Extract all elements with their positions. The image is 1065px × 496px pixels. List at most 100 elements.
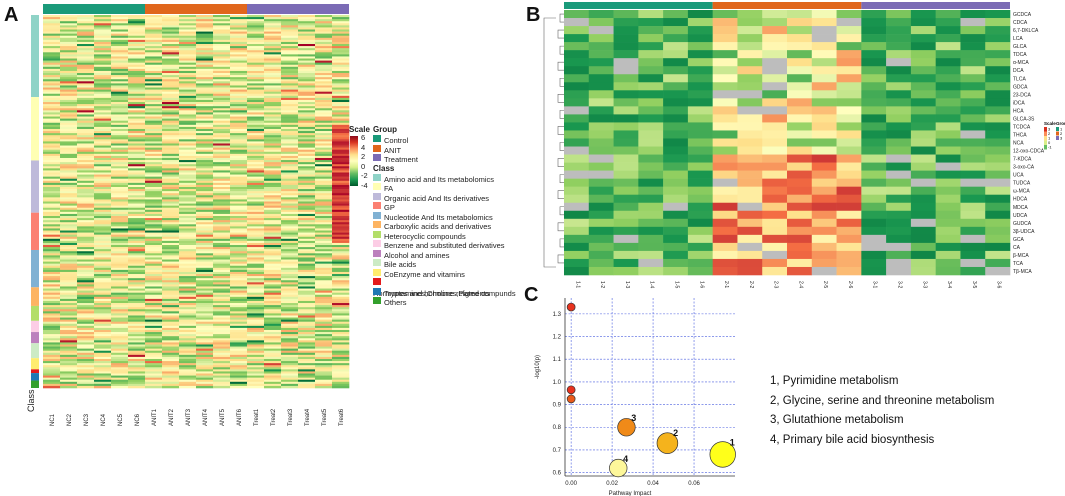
heatmap-cell [230, 60, 248, 63]
heatmap-cell [43, 131, 61, 134]
heatmap-cell [94, 213, 112, 217]
heatmap-cell [811, 34, 837, 43]
heatmap-cell [77, 224, 95, 227]
x-tick-label: 0.04 [647, 481, 659, 487]
heatmap-cell [298, 135, 316, 138]
heatmap-cell [298, 209, 316, 213]
heatmap-cell [60, 224, 78, 227]
heatmap-cell [77, 232, 95, 235]
heatmap-cell [196, 300, 214, 304]
heatmap-cell [77, 70, 95, 74]
heatmap-cell [687, 106, 713, 115]
heatmap-cell [687, 210, 713, 220]
heatmap-cell [315, 56, 333, 59]
heatmap-cell [264, 95, 282, 99]
heatmap-cell [179, 344, 197, 347]
heatmap-cell [298, 307, 316, 310]
heatmap-cell [128, 284, 146, 287]
heatmap-cell [111, 66, 129, 70]
heatmap-cell [111, 216, 129, 219]
heatmap-cell [128, 298, 146, 302]
heatmap-cell [332, 255, 350, 258]
legend-label: Alcohol and amines [384, 250, 450, 260]
heatmap-cell [60, 77, 78, 80]
heatmap-cell [737, 226, 763, 236]
heatmap-cell [787, 50, 813, 59]
heatmap-cell [247, 242, 265, 246]
heatmap-cell [588, 138, 614, 147]
heatmap-cell [128, 182, 146, 186]
heatmap-cell [638, 250, 664, 260]
heatmap-cell [315, 126, 333, 130]
heatmap-cell [128, 371, 146, 374]
heatmap-cell [910, 122, 936, 131]
heatmap-cell [111, 317, 129, 320]
heatmap-cell [737, 130, 763, 139]
heatmap-cell [960, 114, 986, 123]
heatmap-cell [298, 282, 316, 285]
heatmap-cell [787, 258, 813, 268]
heatmap-cell [196, 153, 214, 157]
heatmap-cell [145, 89, 163, 92]
heatmap-cell [43, 48, 61, 51]
heatmap-cell [179, 271, 197, 275]
heatmap-cell [230, 218, 248, 221]
heatmap-cell [687, 250, 713, 260]
heatmap-cell [111, 110, 129, 113]
heatmap-cell [196, 361, 214, 364]
heatmap-cell [264, 257, 282, 260]
heatmap-cell [264, 87, 282, 90]
heatmap-cell [787, 106, 813, 115]
heatmap-cell [162, 191, 180, 194]
heatmap-cell [811, 210, 837, 220]
heatmap-cell [196, 363, 214, 366]
heatmap-cell [861, 106, 887, 115]
heatmap-cell [43, 114, 61, 117]
heatmap-cell [298, 145, 316, 148]
heatmap-cell [94, 238, 112, 242]
sample-label: NC3 [83, 413, 90, 426]
heatmap-cell [145, 354, 163, 358]
heatmap-cell [179, 298, 197, 302]
heatmap-cell [60, 193, 78, 196]
heatmap-cell [960, 170, 986, 179]
heatmap-cell [145, 79, 163, 82]
heatmap-cell [332, 126, 350, 130]
heatmap-cell [564, 10, 590, 19]
heatmap-cell [910, 218, 936, 228]
heatmap-cell [564, 234, 590, 244]
heatmap-cell [315, 155, 333, 159]
heatmap-cell [315, 313, 333, 316]
heatmap-cell [811, 50, 837, 59]
heatmap-cell [196, 319, 214, 322]
heatmap-cell [94, 379, 112, 383]
heatmap-cell [43, 336, 61, 339]
heatmap-cell [281, 278, 299, 281]
heatmap-cell [77, 340, 95, 343]
heatmap-cell [128, 97, 146, 101]
heatmap-cell [77, 358, 95, 362]
heatmap-cell [196, 124, 214, 128]
heatmap-cell [77, 19, 95, 22]
heatmap-cell [230, 220, 248, 223]
heatmap-cell [230, 85, 248, 88]
heatmap-cell [179, 240, 197, 244]
heatmap-cell [179, 68, 197, 72]
heatmap-cell [298, 106, 316, 109]
bubble [709, 441, 736, 468]
heatmap-cell [298, 170, 316, 173]
heatmap-cell [935, 34, 961, 43]
heatmap-cell [663, 234, 689, 244]
heatmap-cell [60, 39, 78, 43]
heatmap-cell [94, 46, 112, 49]
heatmap-cell [196, 37, 214, 41]
heatmap-cell [332, 83, 350, 86]
heatmap-cell [162, 46, 180, 49]
heatmap-cell [128, 44, 146, 47]
heatmap-cell [77, 178, 95, 182]
heatmap-cell [145, 50, 163, 53]
heatmap-cell [247, 269, 265, 273]
heatmap-cell [315, 191, 333, 194]
heatmap-cell [332, 197, 350, 200]
heatmap-cell [315, 193, 333, 196]
